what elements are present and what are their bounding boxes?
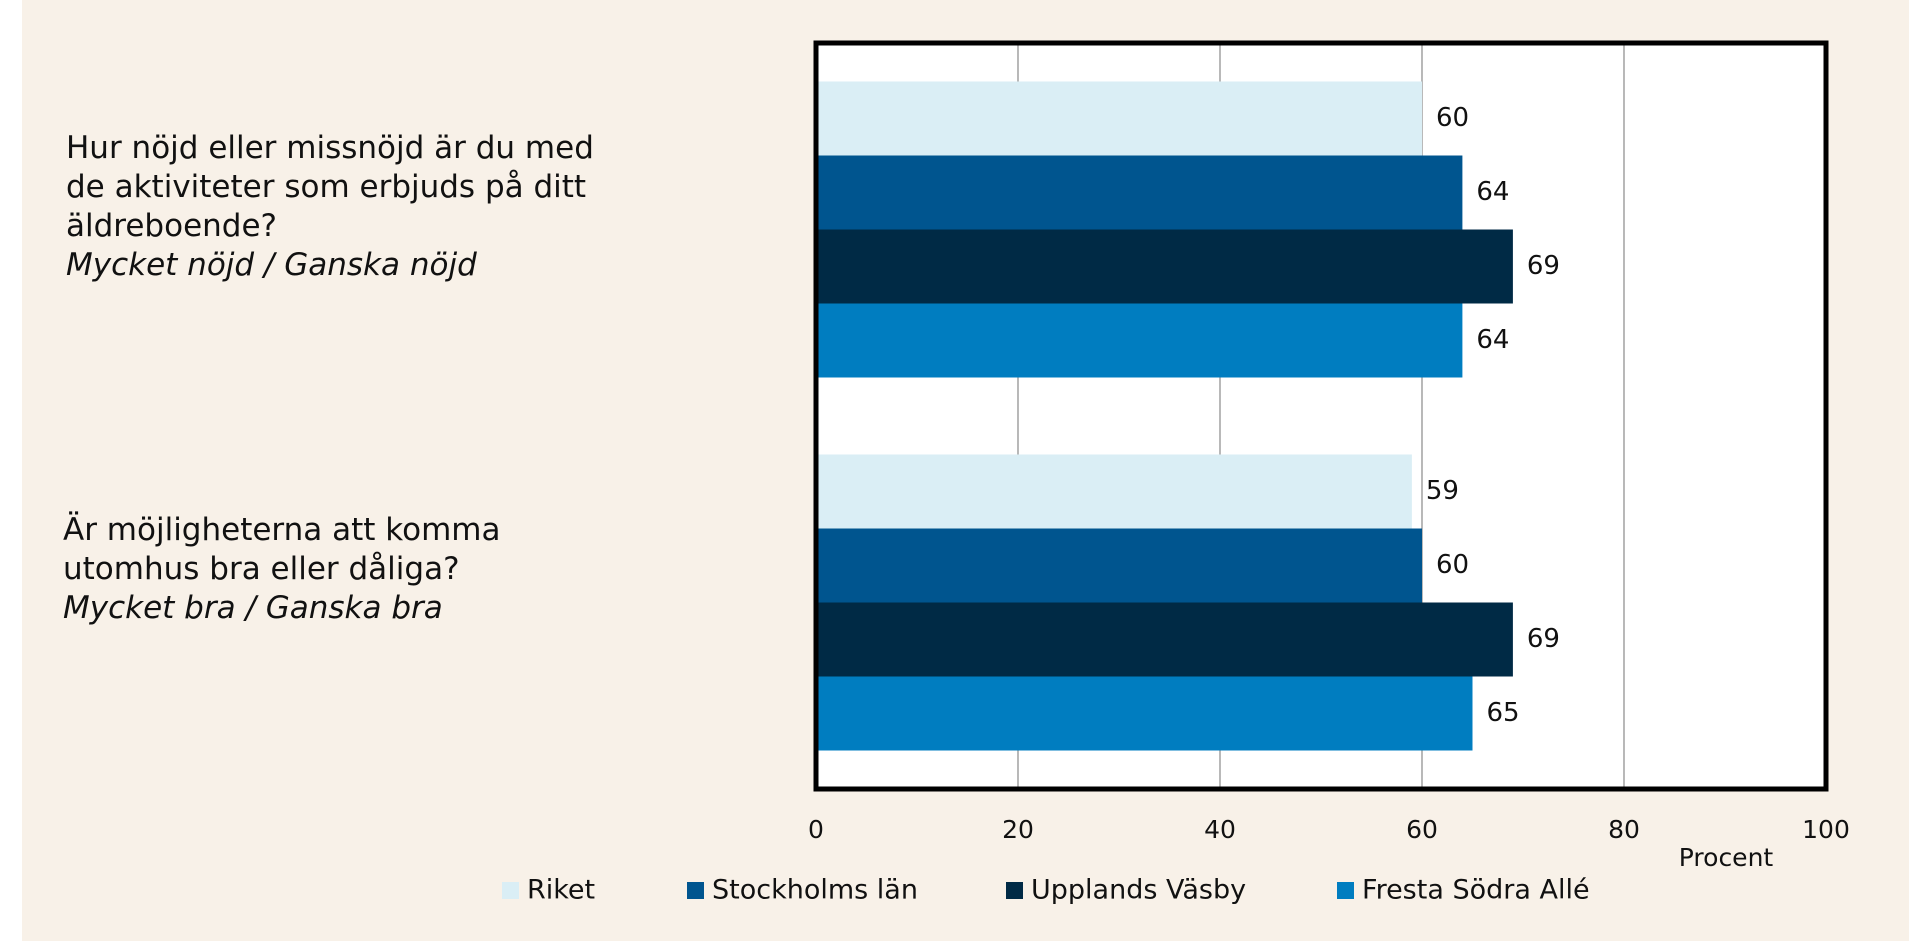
bar [816,676,1473,751]
x-tick-label: 60 [1406,815,1438,844]
x-tick-label: 20 [1002,815,1034,844]
legend-swatch [687,882,704,899]
legend-swatch [1337,882,1354,899]
x-axis-label: Procent [1679,843,1774,872]
data-label: 69 [1527,624,1560,654]
bar [816,454,1412,529]
legend-label: Upplands Väsby [1031,875,1246,906]
data-label: 64 [1476,325,1509,355]
bar [816,303,1463,378]
bar [816,602,1513,677]
category-label: Är möjligheterna att komma utomhus bra e… [63,511,603,628]
data-label: 65 [1487,698,1520,728]
data-label: 59 [1426,476,1459,506]
legend-swatch [502,882,519,899]
category-text: Är möjligheterna att komma utomhus bra e… [63,512,501,587]
category-subtitle: Mycket bra / Ganska bra [63,590,443,626]
bar [816,81,1422,156]
data-label: 69 [1527,251,1560,281]
x-tick-label: 100 [1802,815,1850,844]
x-tick-label: 0 [808,815,824,844]
data-label: 64 [1476,177,1509,207]
legend-swatch [1006,882,1023,899]
legend-label: Fresta Södra Allé [1362,875,1590,906]
category-text: Hur nöjd eller missnöjd är du med de akt… [66,130,594,244]
bar [816,528,1422,603]
legend-label: Riket [527,875,595,906]
bar [816,155,1463,230]
bar [816,229,1513,304]
x-tick-label: 40 [1204,815,1236,844]
category-label: Hur nöjd eller missnöjd är du med de akt… [66,129,606,285]
data-label: 60 [1436,103,1469,133]
plot-frame [813,40,1829,792]
legend-label: Stockholms län [712,875,918,906]
data-label: 60 [1436,550,1469,580]
category-subtitle: Mycket nöjd / Ganska nöjd [66,247,477,283]
x-tick-label: 80 [1608,815,1640,844]
